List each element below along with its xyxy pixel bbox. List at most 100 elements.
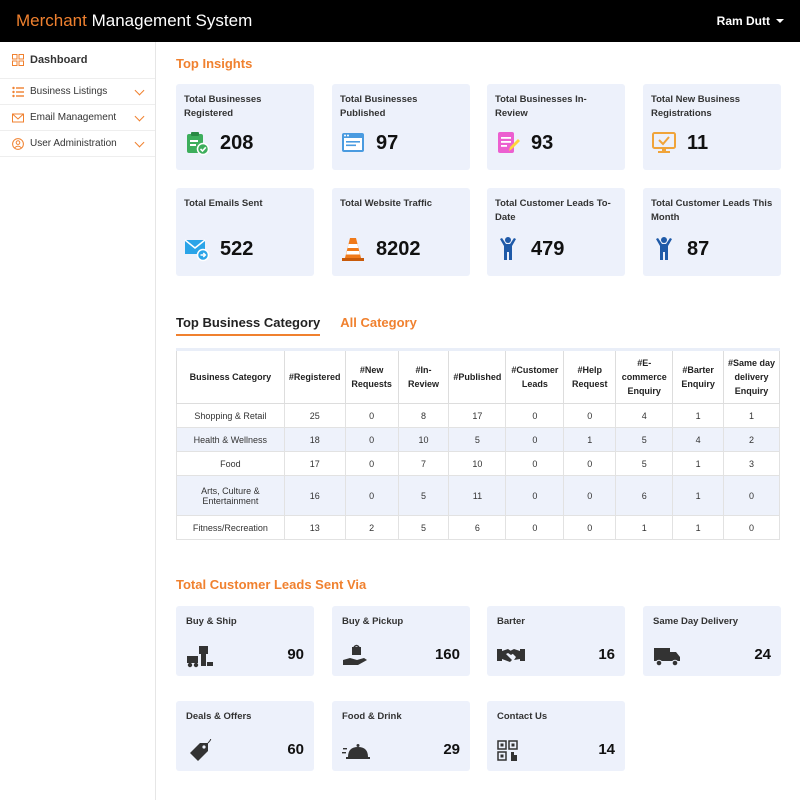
column-header: #Customer Leads [505, 348, 565, 404]
chevron-down-icon[interactable] [134, 85, 145, 96]
table-cell: 0 [344, 427, 399, 452]
table-header-row: Business Category #Registered #New Request… [176, 348, 780, 404]
lead-value: 14 [598, 741, 615, 758]
table-cell: 2 [723, 427, 780, 452]
user-name: Ram Dutt [716, 14, 770, 28]
user-menu[interactable]: Ram Dutt [717, 14, 784, 28]
card-value: 208 [220, 131, 254, 154]
category-name-cell: Health & Wellness [176, 427, 285, 452]
lead-value: 29 [443, 741, 460, 758]
column-header: #Registered [283, 348, 346, 404]
table-cell: 1 [563, 427, 617, 452]
table-cell: 7 [397, 451, 450, 476]
card-label: Total Businesses In-Review [495, 94, 587, 119]
card-value: 97 [376, 131, 399, 154]
brand-accent: Merchant [16, 11, 87, 30]
table-row: Arts, Culture & Entertainment 16 0 5 11 0 0 6 1 0 [176, 475, 780, 516]
insight-card-leads-this-month: Total Customer Leads This Month 87 [643, 188, 781, 276]
dashboard-icon [12, 54, 24, 66]
card-value: 522 [220, 237, 254, 260]
table-cell: 5 [397, 475, 450, 516]
lead-card-contact-us: Contact Us 14 [487, 701, 625, 771]
table-cell: 5 [397, 515, 450, 540]
sidebar-item-business-listings[interactable]: Business Listings [0, 79, 155, 105]
insight-card-emails-sent: Total Emails Sent 522 [176, 188, 314, 276]
chevron-down-icon [776, 19, 784, 23]
table-cell: 1 [723, 403, 780, 428]
table-cell: 0 [505, 403, 565, 428]
lead-value: 60 [287, 741, 304, 758]
lead-label: Food & Drink [342, 711, 402, 722]
truck-icon [653, 644, 681, 668]
brand-rest: Management System [91, 11, 253, 30]
table-cell: 10 [448, 451, 507, 476]
business-category-table: Business Category #Registered #New Request… [176, 348, 780, 540]
lead-card-buy-pickup: Buy & Pickup 160 [332, 606, 470, 676]
table-cell: 0 [505, 515, 565, 540]
list-icon [12, 86, 24, 98]
insight-card-in-review: Total Businesses In-Review 93 [487, 84, 625, 170]
sidebar-item-user-administration[interactable]: User Administration [0, 131, 155, 157]
lead-label: Same Day Delivery [653, 616, 739, 627]
table-cell: 0 [344, 403, 399, 428]
table-cell: 1 [672, 451, 725, 476]
column-header: #In-Review [397, 348, 450, 404]
lead-label: Contact Us [497, 711, 548, 722]
lead-card-barter: Barter 16 [487, 606, 625, 676]
sidebar-item-email-management[interactable]: Email Management [0, 105, 155, 131]
table-cell: 13 [283, 515, 346, 540]
lead-label: Deals & Offers [186, 711, 252, 722]
tab-all-category[interactable]: All Category [340, 315, 417, 330]
table-cell: 0 [344, 475, 399, 516]
card-label: Total Website Traffic [340, 198, 433, 209]
column-header: #Barter Enquiry [672, 348, 725, 404]
lead-card-buy-ship: Buy & Ship 90 [176, 606, 314, 676]
person-icon [651, 236, 677, 262]
column-header: #Same day delivery Enquiry [723, 348, 780, 404]
card-label: Total Businesses Registered [184, 94, 262, 119]
card-label: Total Emails Sent [184, 198, 263, 209]
sidebar-item-label: Email Management [30, 112, 117, 123]
table-cell: 17 [448, 403, 507, 428]
lead-value: 160 [434, 646, 460, 663]
table-row: Food 17 0 7 10 0 0 5 1 3 [176, 451, 780, 476]
sidebar-item-dashboard[interactable]: Dashboard [0, 42, 155, 79]
table-cell: 0 [723, 475, 780, 516]
column-header: #New Requests [344, 348, 399, 404]
leads-section-title: Total Customer Leads Sent Via [176, 577, 367, 592]
card-value: 11 [687, 131, 709, 154]
app-title[interactable]: Merchant Management System [16, 11, 252, 31]
table-cell: 5 [615, 451, 674, 476]
category-name-cell: Fitness/Recreation [176, 515, 285, 540]
card-label: Total Businesses Published [340, 94, 418, 119]
card-value: 93 [531, 131, 554, 154]
table-cell: 0 [563, 451, 617, 476]
card-label: Total Customer Leads This Month [651, 198, 773, 223]
lead-label: Barter [497, 616, 525, 627]
table-row: Health & Wellness 18 0 10 5 0 1 5 4 2 [176, 427, 780, 452]
card-value: 87 [687, 237, 710, 260]
tab-top-business-category[interactable]: Top Business Category [176, 315, 321, 336]
chevron-down-icon[interactable] [134, 137, 145, 148]
pickup-hand-icon [342, 644, 370, 668]
category-name-cell: Arts, Culture & Entertainment [176, 475, 285, 516]
card-label: Total Customer Leads To-Date [495, 198, 611, 223]
table-cell: 10 [397, 427, 450, 452]
table-cell: 6 [448, 515, 507, 540]
food-cloche-icon [342, 739, 370, 763]
handshake-icon [497, 644, 525, 668]
insight-card-published: Total Businesses Published 97 [332, 84, 470, 170]
lead-value: 24 [754, 646, 771, 663]
chevron-down-icon[interactable] [134, 111, 145, 122]
table-cell: 4 [615, 403, 674, 428]
user-icon [12, 137, 24, 150]
insight-card-website-traffic: Total Website Traffic 8202 [332, 188, 470, 276]
insight-card-leads-to-date: Total Customer Leads To-Date 479 [487, 188, 625, 276]
lead-value: 16 [598, 646, 615, 663]
card-value: 8202 [376, 237, 421, 260]
table-cell: 25 [283, 403, 346, 428]
sidebar-item-label: Dashboard [30, 54, 88, 66]
person-icon [495, 236, 521, 262]
lead-card-deals-offers: Deals & Offers 60 [176, 701, 314, 771]
table-cell: 5 [448, 427, 507, 452]
